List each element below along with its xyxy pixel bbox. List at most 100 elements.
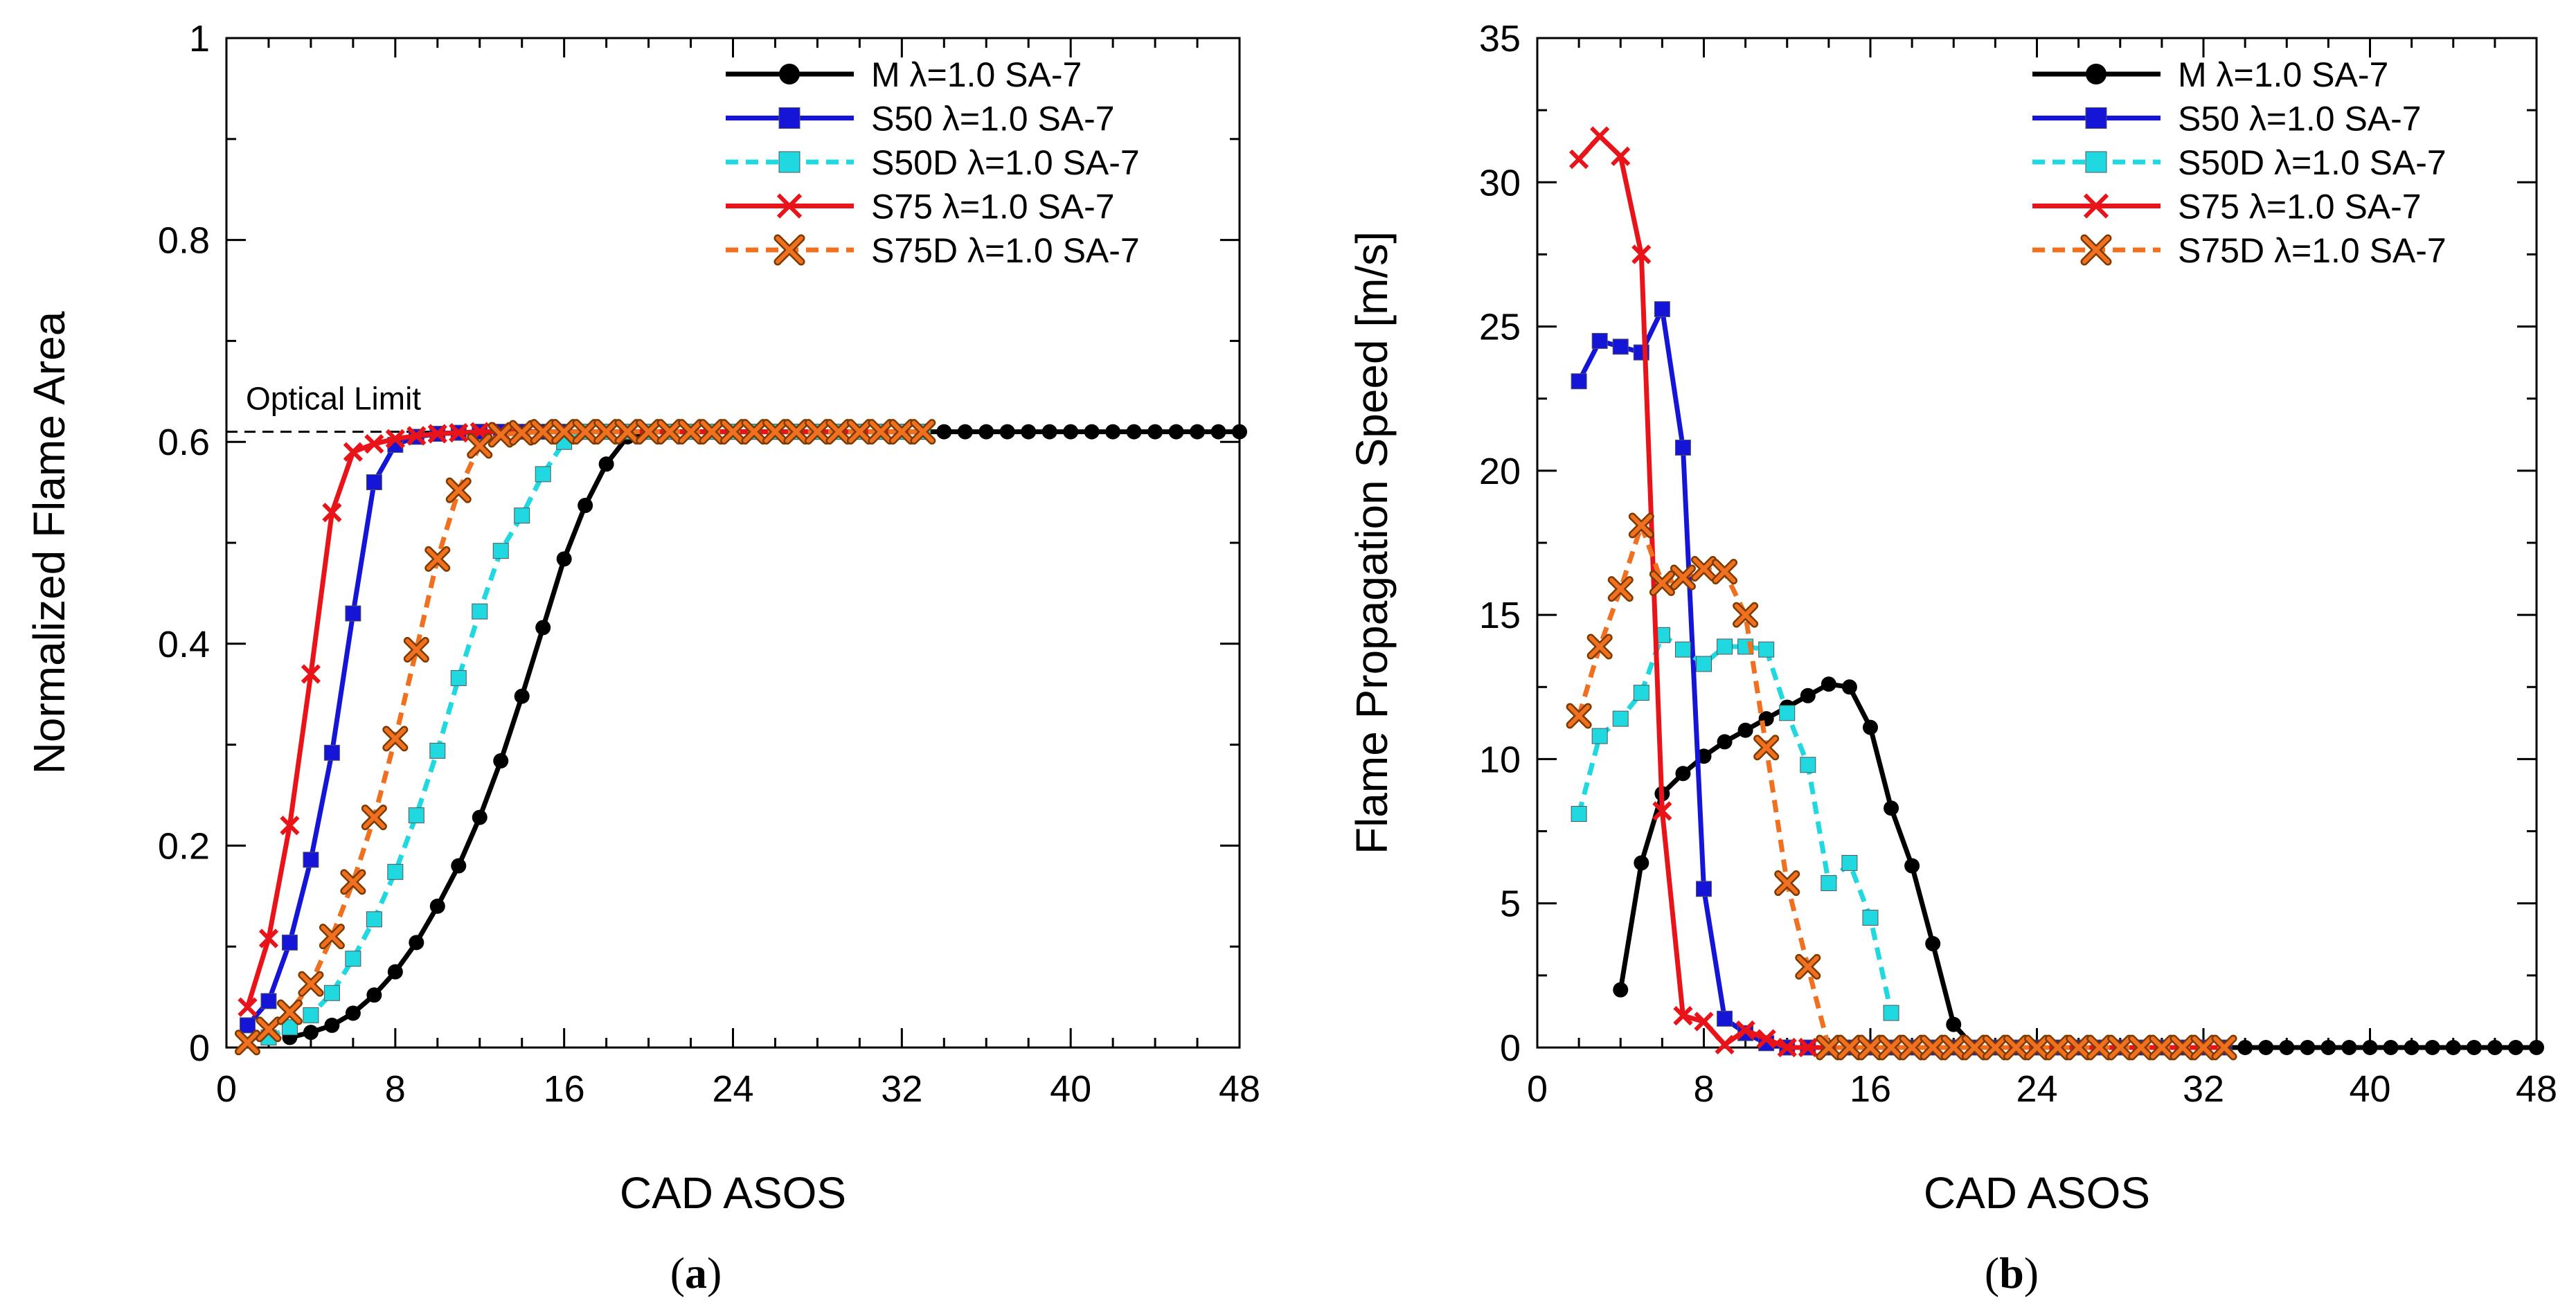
data-point — [281, 934, 298, 951]
data-point — [2192, 1036, 2215, 1059]
data-point — [343, 442, 363, 462]
series-5 — [234, 419, 936, 1056]
data-point — [514, 507, 530, 524]
data-point — [1126, 424, 1142, 440]
data-point — [1821, 676, 1836, 692]
data-point — [659, 420, 681, 443]
data-point — [385, 429, 405, 449]
data-point — [450, 670, 467, 686]
data-point — [785, 420, 807, 443]
data-point — [1569, 149, 1589, 170]
data-point — [957, 424, 973, 440]
data-point — [257, 1018, 280, 1041]
data-point — [1800, 757, 1816, 773]
data-point — [2445, 1040, 2461, 1055]
legend-label: S75D λ=1.0 SA-7 — [871, 231, 1140, 270]
data-point — [447, 479, 470, 502]
series-1 — [282, 424, 1247, 1045]
data-point — [2085, 107, 2107, 129]
data-point — [978, 424, 994, 440]
data-point — [679, 420, 702, 443]
x-tick-label: 8 — [1693, 1068, 1714, 1110]
data-point — [578, 498, 593, 514]
data-point — [2300, 1040, 2316, 1055]
data-point — [1821, 875, 1837, 892]
data-point — [472, 603, 488, 620]
data-point — [1800, 688, 1816, 703]
x-tick-label: 48 — [1219, 1068, 1260, 1110]
series-line — [1576, 523, 2225, 1050]
data-point — [1696, 881, 1712, 897]
data-point — [345, 951, 361, 967]
data-point — [301, 664, 321, 684]
data-point — [1776, 872, 1798, 895]
data-point — [2362, 1040, 2378, 1055]
data-point — [280, 816, 300, 836]
legend-label: S50D λ=1.0 SA-7 — [2178, 143, 2447, 182]
data-point — [2383, 1040, 2399, 1055]
data-point — [1777, 1037, 1797, 1058]
x-tick-label: 40 — [1050, 1068, 1091, 1110]
data-point — [1798, 1037, 1818, 1058]
data-point — [1717, 1010, 1733, 1027]
data-point — [1652, 801, 1672, 821]
data-point — [1880, 1036, 1903, 1059]
data-point — [1755, 736, 1778, 759]
data-point — [936, 424, 952, 440]
data-point — [303, 1007, 319, 1023]
y-axis-title: Normalized Flame Area — [24, 311, 74, 774]
data-point — [1633, 685, 1649, 701]
data-point — [238, 997, 258, 1017]
data-point — [341, 870, 364, 893]
series-5 — [1566, 512, 2237, 1061]
legend-label: S75 λ=1.0 SA-7 — [2178, 188, 2422, 226]
data-point — [2129, 1036, 2152, 1059]
data-point — [1758, 641, 1775, 658]
data-point — [891, 420, 913, 443]
data-point — [1634, 855, 1649, 871]
data-point — [1654, 301, 1670, 318]
y-axis-title: Flame Propagation Speed [m/s] — [1347, 231, 1397, 854]
data-point — [1609, 577, 1632, 600]
data-point — [299, 973, 322, 996]
data-point — [1084, 424, 1100, 440]
data-point — [595, 420, 618, 443]
data-point — [1147, 424, 1163, 440]
data-point — [1694, 1012, 1714, 1032]
y-tick-label: 25 — [1479, 307, 1521, 348]
x-tick-label: 0 — [1527, 1068, 1548, 1110]
data-point — [1884, 800, 1899, 816]
data-point — [574, 420, 597, 443]
x-tick-label: 8 — [385, 1068, 406, 1110]
data-point — [2258, 1040, 2274, 1055]
data-point — [2404, 1040, 2420, 1055]
data-point — [493, 753, 509, 769]
data-point — [1737, 722, 1753, 738]
data-point — [236, 1031, 259, 1054]
data-point — [2279, 1040, 2295, 1055]
data-point — [1904, 858, 1920, 874]
data-point — [1612, 339, 1629, 355]
x-tick-label: 24 — [712, 1068, 753, 1110]
data-point — [2529, 1040, 2544, 1055]
data-point — [2109, 1036, 2131, 1059]
data-point — [911, 420, 934, 443]
data-point — [1631, 244, 1652, 264]
y-tick-label: 20 — [1479, 451, 1521, 492]
legend-label: S75D λ=1.0 SA-7 — [2178, 231, 2447, 270]
series-3 — [260, 424, 931, 1045]
y-tick-label: 0.4 — [158, 624, 210, 665]
data-point — [532, 420, 555, 443]
data-point — [535, 466, 551, 483]
data-point — [281, 1019, 298, 1036]
data-point — [722, 420, 744, 443]
data-point — [2237, 1040, 2253, 1055]
series-1 — [1613, 676, 2544, 1055]
data-point — [1713, 560, 1736, 583]
series-2 — [239, 424, 931, 1034]
y-tick-label: 1 — [189, 18, 210, 60]
panel-a-flame-area-chart: 0 8 16 24 32 40 48 0 0.2 0.4 0.6 0.8 1 CAD ASOS Normal… — [24, 18, 1260, 1297]
legend-label: S50 λ=1.0 SA-7 — [2178, 100, 2422, 138]
data-point — [2487, 1040, 2503, 1055]
data-point — [2466, 1040, 2482, 1055]
